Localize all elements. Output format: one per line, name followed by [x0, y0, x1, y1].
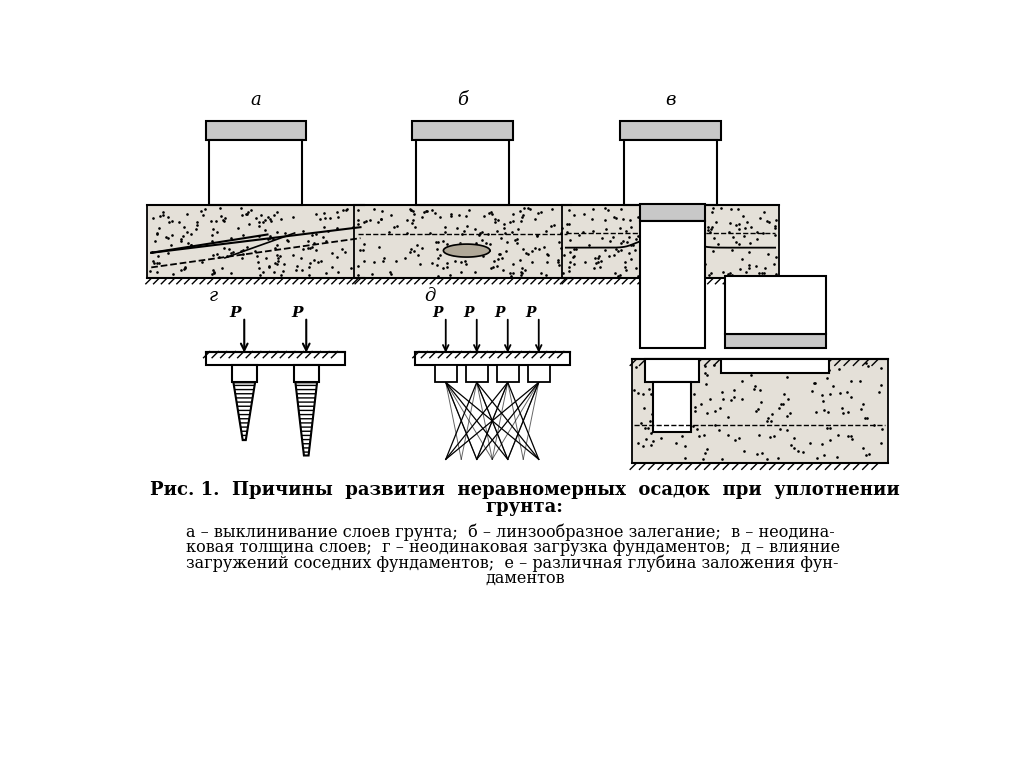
Bar [725, 334, 825, 347]
Polygon shape [233, 382, 255, 440]
Bar [725, 276, 825, 334]
Bar [528, 365, 550, 382]
Bar [147, 206, 365, 278]
Bar [562, 206, 779, 278]
Bar [721, 359, 829, 373]
Text: P: P [525, 306, 537, 320]
Text: Рис. 1.  Причины  развития  неравномерных  осадок  при  уплотнении: Рис. 1. Причины развития неравномерных о… [150, 481, 900, 499]
Bar [640, 204, 706, 221]
Text: г: г [209, 288, 218, 305]
Polygon shape [295, 382, 317, 456]
Bar [640, 221, 706, 347]
Text: P: P [291, 306, 303, 320]
Bar [624, 140, 717, 206]
Bar [294, 365, 318, 382]
Bar [645, 359, 699, 382]
Text: в: в [666, 91, 676, 109]
Bar [206, 351, 345, 365]
Bar [231, 365, 257, 382]
Polygon shape [443, 244, 489, 257]
Text: даментов: даментов [485, 570, 564, 588]
Bar [652, 382, 691, 433]
Bar [206, 120, 306, 140]
Text: а: а [251, 91, 261, 109]
Bar [209, 140, 302, 206]
Text: P: P [464, 306, 474, 320]
Bar [497, 365, 518, 382]
Text: P: P [495, 306, 505, 320]
Bar [415, 351, 569, 365]
Text: P: P [229, 306, 241, 320]
Bar [417, 140, 509, 206]
Bar [632, 359, 888, 463]
Bar [435, 365, 457, 382]
Text: P: P [433, 306, 443, 320]
Bar [354, 206, 571, 278]
Text: д: д [425, 288, 436, 305]
Text: а – выклинивание слоев грунта;  б – линзообразное залегание;  в – неодина-: а – выклинивание слоев грунта; б – линзо… [186, 524, 835, 542]
Text: е: е [677, 272, 687, 290]
Bar [621, 120, 721, 140]
Text: загружений соседних фундаментов;  е – различная глубина заложения фун-: загружений соседних фундаментов; е – раз… [186, 555, 839, 572]
Bar [466, 365, 487, 382]
Text: ковая толщина слоев;  г – неодинаковая загрузка фундаментов;  д – влияние: ковая толщина слоев; г – неодинаковая за… [186, 539, 841, 556]
Text: грунта:: грунта: [485, 498, 564, 516]
Bar [413, 120, 513, 140]
Text: б: б [458, 91, 468, 109]
